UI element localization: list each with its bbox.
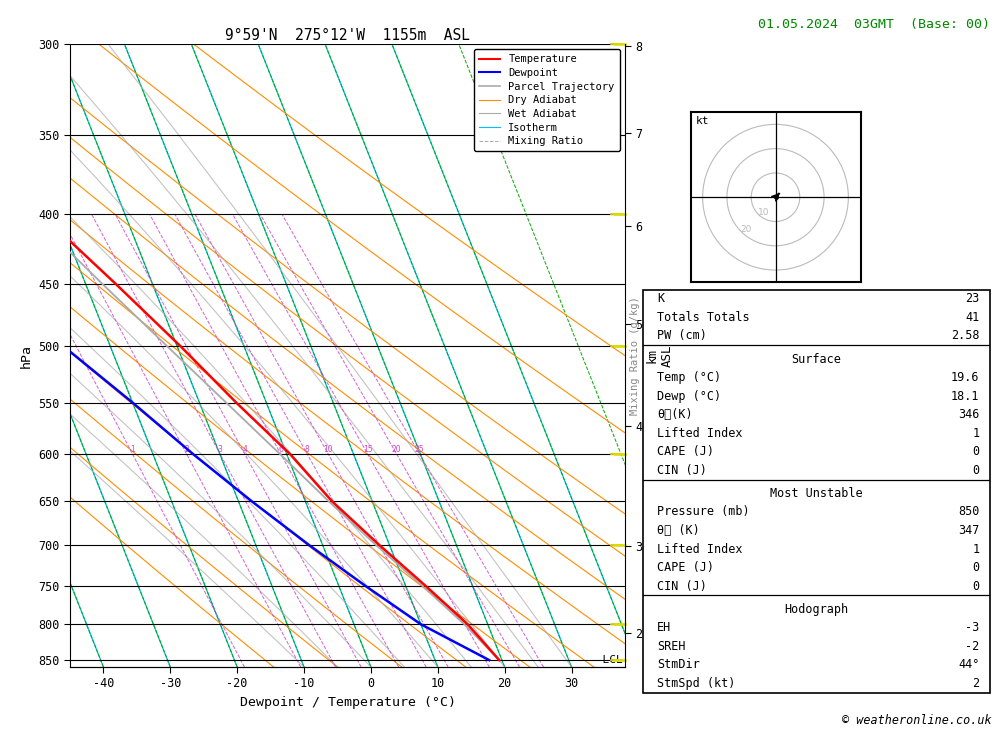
Text: 18.1: 18.1 (951, 390, 980, 402)
Text: PW (cm): PW (cm) (657, 329, 707, 342)
Text: 20: 20 (392, 445, 401, 454)
Text: Pressure (mb): Pressure (mb) (657, 506, 750, 518)
Text: CAPE (J): CAPE (J) (657, 561, 714, 574)
Text: -3: -3 (965, 622, 980, 634)
Text: Lifted Index: Lifted Index (657, 542, 742, 556)
Text: EH: EH (657, 622, 671, 634)
Text: 25: 25 (415, 445, 424, 454)
Text: 1: 1 (972, 542, 980, 556)
Text: 15: 15 (363, 445, 373, 454)
Text: 01.05.2024  03GMT  (Base: 00): 01.05.2024 03GMT (Base: 00) (758, 18, 990, 32)
Text: 2: 2 (184, 445, 189, 454)
Text: CIN (J): CIN (J) (657, 580, 707, 592)
Text: K: K (657, 292, 664, 306)
Text: 0: 0 (972, 445, 980, 458)
Text: 20: 20 (741, 225, 752, 234)
Text: Totals Totals: Totals Totals (657, 311, 750, 324)
X-axis label: Dewpoint / Temperature (°C): Dewpoint / Temperature (°C) (240, 696, 456, 709)
Text: 41: 41 (965, 311, 980, 324)
Text: 44°: 44° (958, 658, 980, 671)
Text: 346: 346 (958, 408, 980, 421)
Text: 19.6: 19.6 (951, 371, 980, 384)
Text: - LCL: - LCL (589, 655, 623, 665)
Text: 0: 0 (972, 580, 980, 592)
Text: 0: 0 (972, 561, 980, 574)
Text: 0: 0 (972, 464, 980, 476)
Text: Hodograph: Hodograph (784, 603, 849, 616)
Text: CIN (J): CIN (J) (657, 464, 707, 476)
Text: θᴇ (K): θᴇ (K) (657, 524, 700, 537)
Text: 8: 8 (305, 445, 310, 454)
Text: SREH: SREH (657, 640, 685, 653)
Text: 3: 3 (218, 445, 223, 454)
Text: 347: 347 (958, 524, 980, 537)
Y-axis label: km
ASL: km ASL (645, 345, 673, 366)
Text: Dewp (°C): Dewp (°C) (657, 390, 721, 402)
Text: 4: 4 (242, 445, 247, 454)
Text: kt: kt (695, 117, 709, 126)
Text: 23: 23 (965, 292, 980, 306)
Text: CAPE (J): CAPE (J) (657, 445, 714, 458)
Text: θᴇ(K): θᴇ(K) (657, 408, 693, 421)
Text: Surface: Surface (792, 353, 841, 366)
Text: Lifted Index: Lifted Index (657, 427, 742, 440)
Y-axis label: hPa: hPa (20, 344, 33, 367)
Text: StmDir: StmDir (657, 658, 700, 671)
Text: © weatheronline.co.uk: © weatheronline.co.uk (842, 714, 992, 727)
Text: Mixing Ratio (g/kg): Mixing Ratio (g/kg) (630, 296, 640, 415)
Text: 2: 2 (972, 677, 980, 690)
Legend: Temperature, Dewpoint, Parcel Trajectory, Dry Adiabat, Wet Adiabat, Isotherm, Mi: Temperature, Dewpoint, Parcel Trajectory… (474, 49, 620, 152)
Text: 10: 10 (758, 207, 770, 217)
Text: Temp (°C): Temp (°C) (657, 371, 721, 384)
Text: 1: 1 (972, 427, 980, 440)
Text: 1: 1 (130, 445, 135, 454)
Text: StmSpd (kt): StmSpd (kt) (657, 677, 735, 690)
Text: 2.58: 2.58 (951, 329, 980, 342)
Title: 9°59'N  275°12'W  1155m  ASL: 9°59'N 275°12'W 1155m ASL (225, 28, 470, 43)
Text: 6: 6 (278, 445, 283, 454)
Text: -2: -2 (965, 640, 980, 653)
Text: Most Unstable: Most Unstable (770, 487, 863, 500)
Text: 10: 10 (323, 445, 333, 454)
Text: 850: 850 (958, 506, 980, 518)
